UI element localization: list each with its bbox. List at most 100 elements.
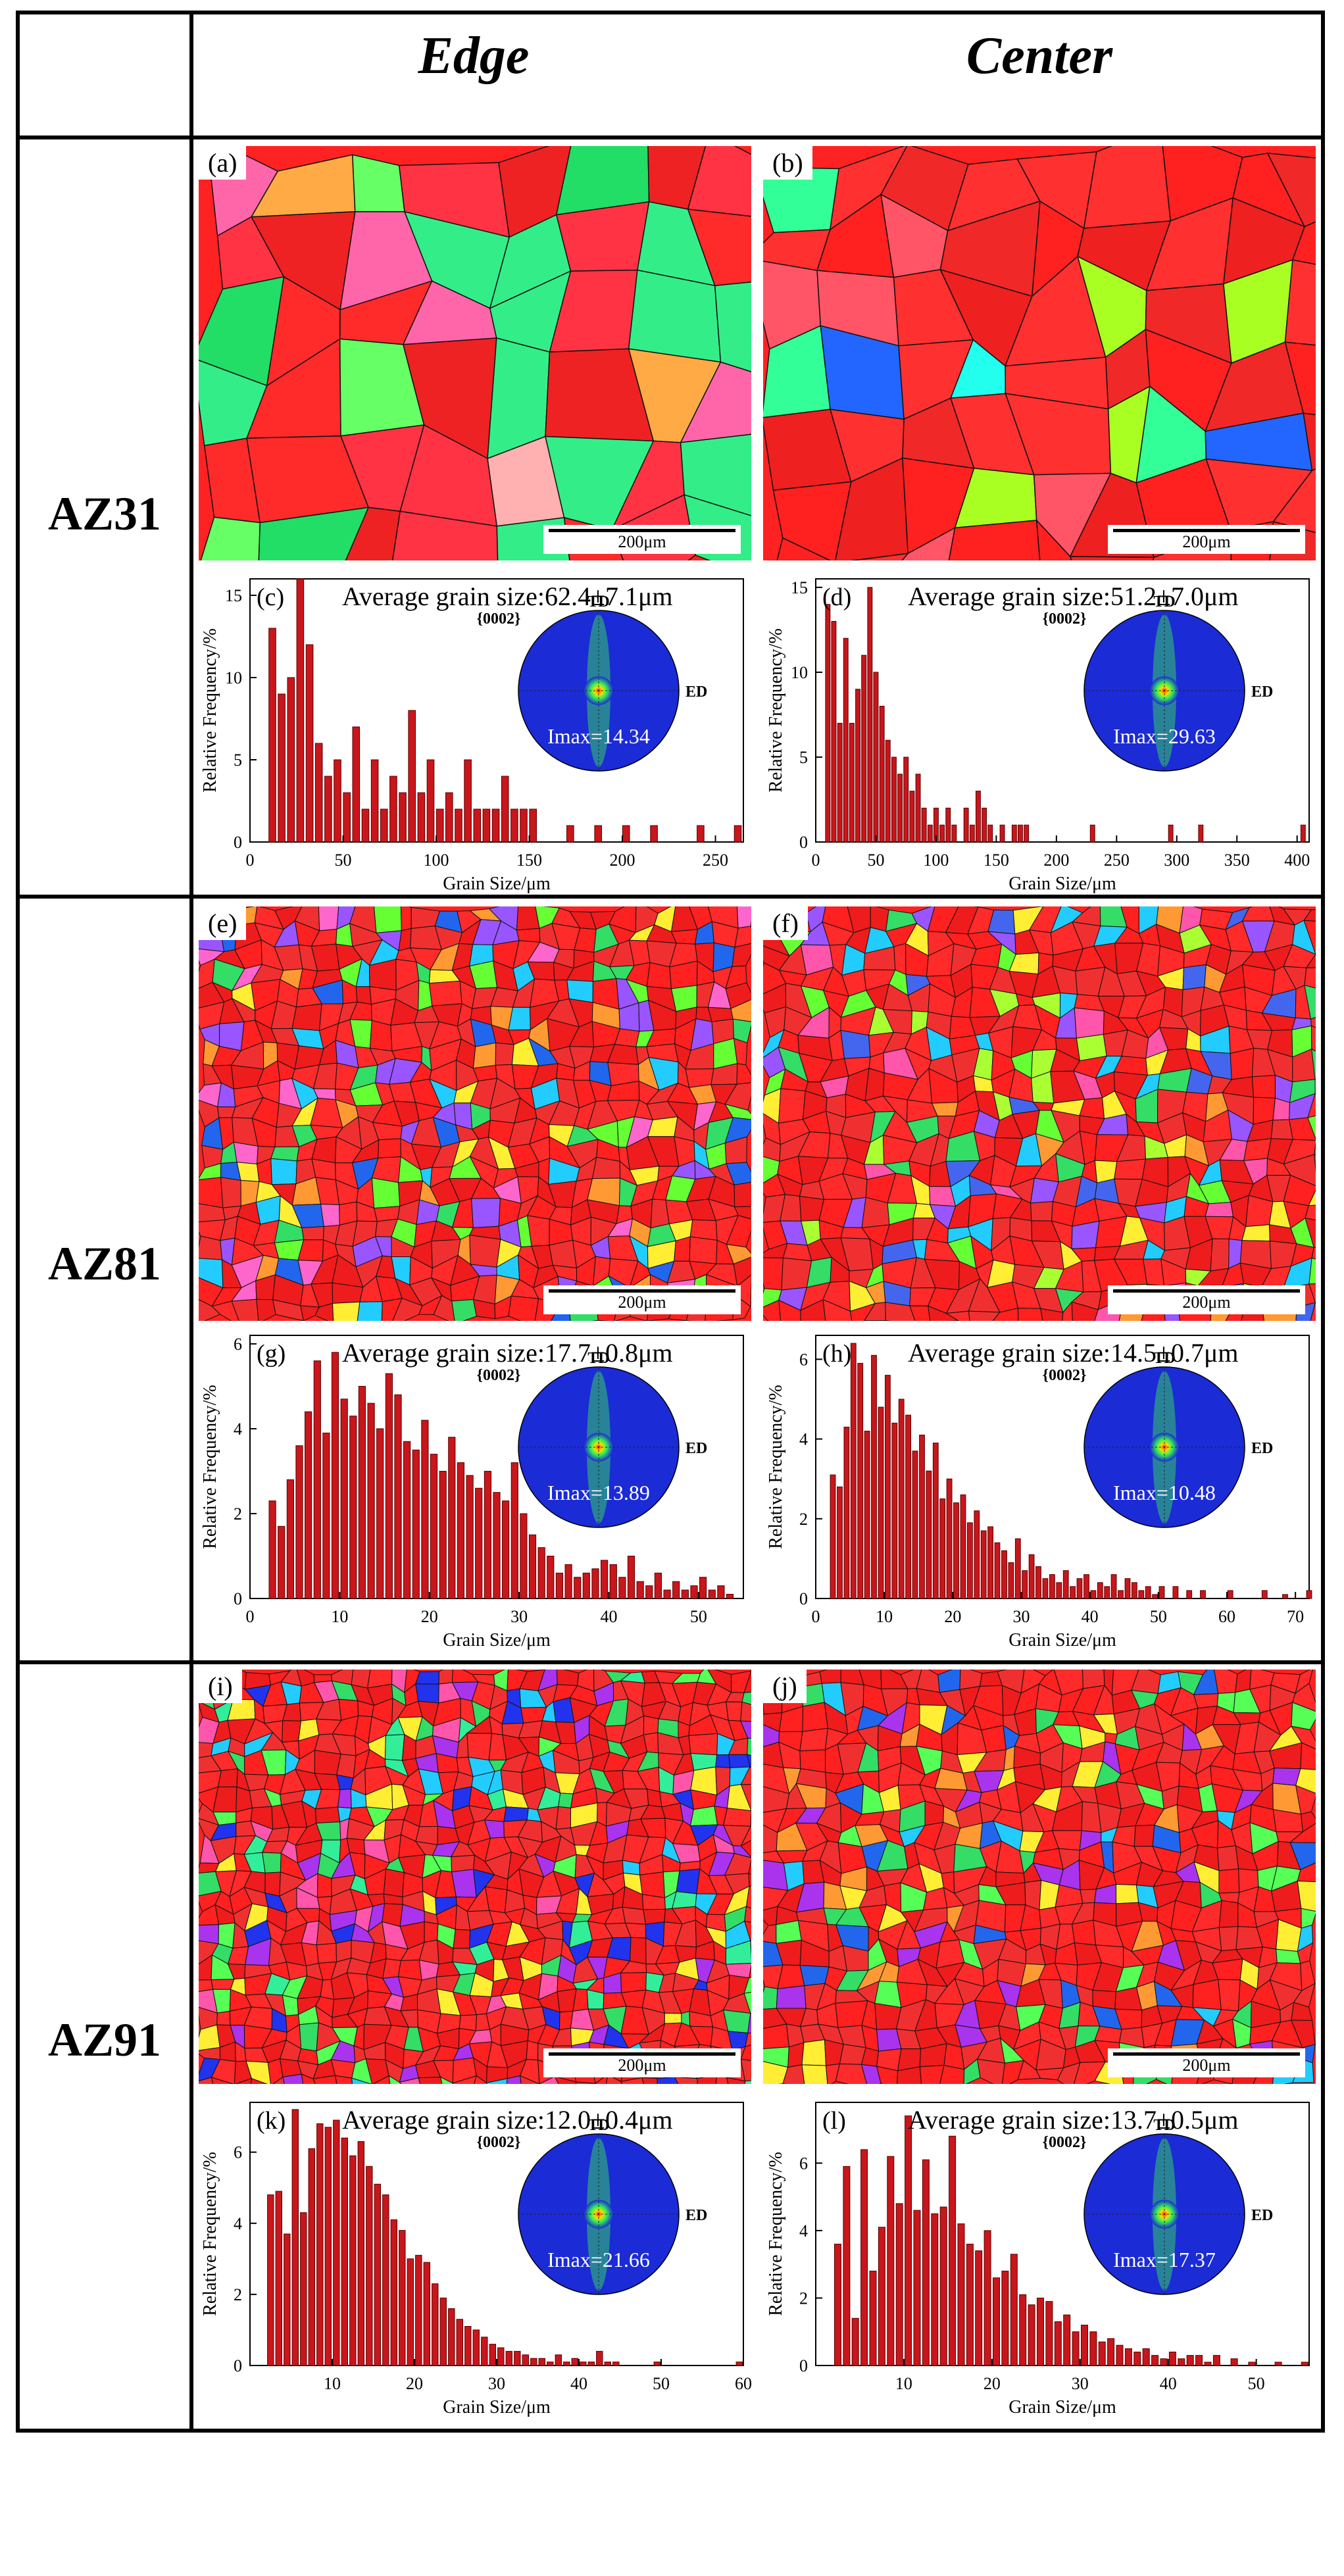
histogram-bar [987, 824, 993, 843]
histogram-bar [370, 759, 379, 843]
histogram-bar [1019, 2294, 1027, 2366]
histogram-bar [510, 808, 518, 843]
grain [730, 999, 751, 1022]
y-tick-label: 2 [234, 1504, 242, 1523]
histogram-bar [1042, 1578, 1049, 1599]
grain [799, 1965, 830, 1987]
histogram-bar [949, 2135, 957, 2366]
grain [503, 1806, 529, 1822]
histogram-bar [1028, 1554, 1035, 1599]
scale-bar: 200μm [543, 2048, 741, 2077]
grain [519, 2075, 540, 2084]
histogram-bar [837, 1486, 843, 1599]
x-tick-label: 50 [690, 1607, 707, 1626]
histogram-bar [408, 710, 416, 843]
y-tick-label: 6 [234, 1335, 242, 1354]
scale-bar: 200μm [543, 525, 741, 554]
histogram-bar [834, 2243, 841, 2366]
histogram-svg: 0 10 20 30 40 50 0 2 4 6 Grain Size/μm Relative Fre… [200, 1335, 744, 1650]
histogram-bar [945, 807, 951, 843]
x-axis-label: Grain Size/μm [443, 2397, 551, 2417]
histogram-bar [976, 791, 981, 843]
grain [747, 1754, 751, 1768]
histogram-bar [993, 2277, 1000, 2366]
y-tick-label: 5 [234, 751, 242, 770]
grain [885, 1302, 916, 1321]
histogram-bar [1230, 2358, 1238, 2366]
grain [687, 209, 751, 287]
histogram-bar [831, 621, 837, 843]
histogram-c: 0 50 100 150 200 250 0 5 10 15 Grain Size/μm Relati… [191, 566, 757, 1053]
grain [748, 1859, 751, 1875]
histogram-bar [905, 1414, 911, 1599]
grain [763, 2023, 789, 2049]
histogram-bar [1049, 1574, 1055, 1599]
ebsd-map-f: (f) 200μm [763, 906, 1316, 1321]
histogram-bar [1097, 1582, 1103, 1599]
histogram-bar [1089, 824, 1095, 843]
histogram-bar [439, 2297, 447, 2366]
x-tick-label: 0 [246, 851, 255, 870]
histogram-bar [1070, 1586, 1076, 1599]
grain [1303, 412, 1316, 472]
histogram-bar [349, 1416, 357, 1599]
histogram-bar [268, 628, 276, 843]
x-axis-label: Grain Size/μm [1008, 2397, 1116, 2417]
grain [1289, 1842, 1316, 1870]
histogram-bar [980, 1530, 987, 1599]
histogram-bar [587, 2362, 595, 2366]
grain [1307, 1093, 1316, 1118]
histogram-bar [324, 776, 332, 843]
histogram-bar [1104, 1586, 1110, 1599]
histogram-bar [380, 808, 388, 843]
grain [680, 361, 751, 443]
histogram-bar [394, 1394, 402, 1599]
grain [726, 2077, 746, 2084]
histogram-bar [308, 2148, 316, 2366]
x-tick-label: 10 [324, 2374, 341, 2393]
grain [919, 2065, 945, 2084]
grain [554, 2075, 577, 2084]
average-grain-size-title: Average grain size:51.2±7.0μm [908, 582, 1239, 611]
grain [1303, 909, 1316, 922]
histogram-bar [324, 2127, 332, 2366]
grain [345, 507, 401, 560]
histogram-bar [1152, 1594, 1158, 1599]
histogram-bar [1001, 2270, 1009, 2366]
x-tick-label: 10 [895, 2374, 912, 2393]
panel-label: (c) [257, 583, 284, 611]
histogram-bar [472, 2329, 480, 2366]
histogram-bar [969, 824, 975, 843]
grain [664, 2012, 682, 2024]
x-tick-label: 60 [735, 2374, 752, 2393]
grain [383, 1868, 405, 1898]
histogram-bar [850, 1343, 857, 1599]
histogram-bar [382, 2194, 389, 2366]
grain [1035, 518, 1072, 560]
grain [722, 2009, 751, 2034]
column-header-center: Center [966, 27, 1113, 85]
histogram-bar [1116, 2344, 1124, 2366]
pole-figure-imax: Imax=17.37 [1113, 2248, 1216, 2271]
ebsd-orientation-map [763, 146, 1316, 560]
scale-bar-label: 200μm [618, 1293, 666, 1312]
histogram-bar [1142, 2348, 1150, 2366]
grain [1308, 1257, 1316, 1285]
histogram-bar [439, 1471, 447, 1599]
pole-figure-ed-label: ED [685, 2207, 707, 2224]
x-tick-label: 50 [1248, 2374, 1265, 2393]
grain [245, 2060, 271, 2084]
histogram-bar [1062, 1570, 1069, 1599]
average-grain-size-title: Average grain size:14.5±0.7μm [908, 1338, 1239, 1368]
grain [258, 507, 370, 560]
histogram-bar [897, 774, 903, 843]
grain [332, 1301, 361, 1321]
grain [1284, 341, 1316, 416]
grain [1094, 2025, 1122, 2043]
histogram-bar [481, 2337, 488, 2366]
grain [687, 146, 751, 217]
grain [740, 2058, 751, 2082]
grain [745, 2032, 751, 2047]
grain [909, 1305, 931, 1321]
histogram-bar [528, 1534, 537, 1599]
